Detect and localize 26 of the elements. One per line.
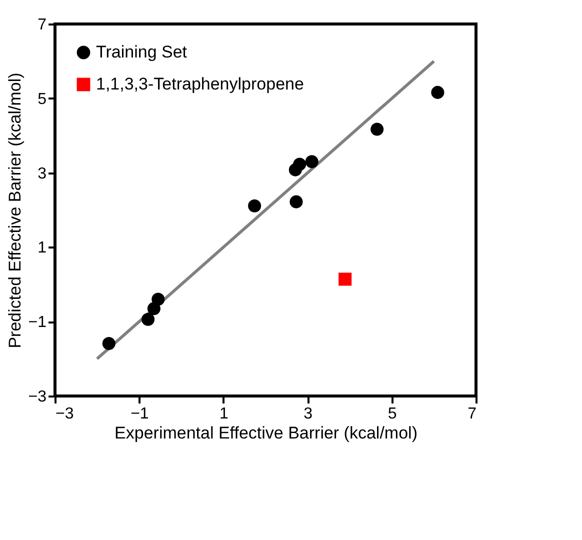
x-tick-label: 5 — [388, 406, 397, 422]
x-axis-title: Experimental Effective Barrier (kcal/mol) — [114, 424, 418, 442]
legend-label: Training Set — [96, 42, 188, 62]
x-tick-label: 7 — [468, 406, 477, 422]
y-tick-label: −1 — [28, 314, 47, 332]
y-tick-label: 3 — [38, 165, 47, 182]
point — [102, 337, 116, 350]
point — [142, 312, 155, 326]
y-tick-label: −3 — [28, 388, 47, 406]
y-tick-label: 5 — [38, 90, 47, 108]
legend-label: 1,1,3,3-Tetraphenylpropene — [96, 74, 304, 94]
x-tick-label: −1 — [130, 406, 149, 422]
point — [293, 158, 306, 171]
y-tick-label: 1 — [38, 240, 47, 257]
point — [290, 195, 303, 208]
x-tick-label: −3 — [56, 406, 74, 422]
x-tick-label: 1 — [219, 406, 228, 422]
point — [152, 292, 165, 306]
point — [305, 155, 318, 168]
point — [248, 199, 262, 212]
point — [370, 122, 384, 136]
y-axis-title: Predicted Effective Barrier (kcal/mol) — [5, 72, 24, 348]
x-tick-label: 3 — [304, 406, 313, 422]
y-tick-label: 7 — [38, 16, 47, 34]
point — [338, 272, 352, 286]
point — [431, 86, 444, 99]
